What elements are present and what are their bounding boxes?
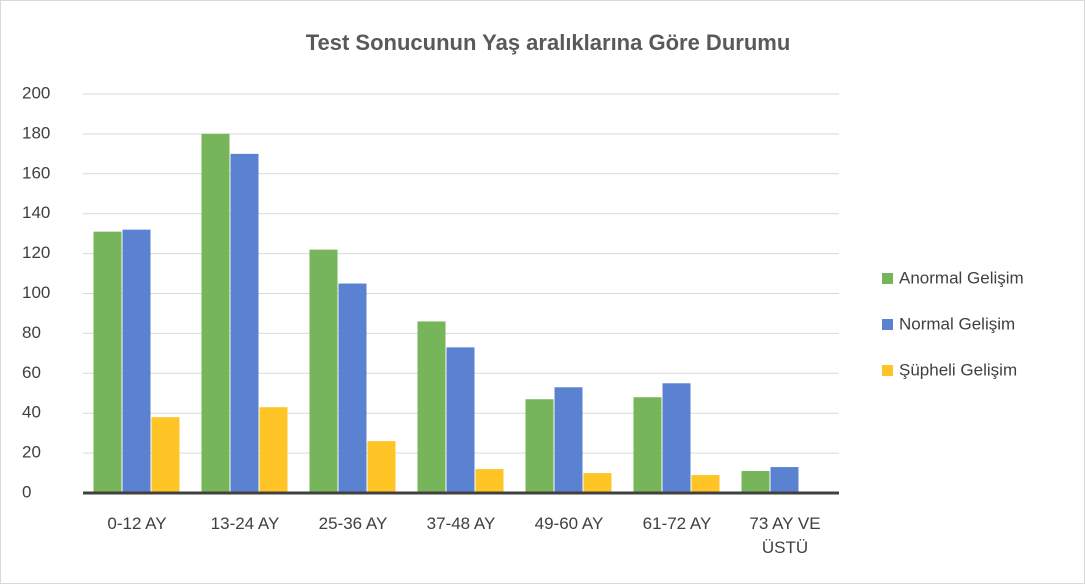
bar [525, 399, 554, 493]
bar [417, 321, 446, 493]
y-tick-label: 60 [22, 363, 41, 382]
bar [201, 133, 230, 493]
bar [338, 283, 367, 493]
chart-title: Test Sonucunun Yaş aralıklarına Göre Dur… [306, 30, 791, 55]
x-tick-label: 37-48 AY [426, 514, 496, 533]
y-tick-label: 80 [22, 323, 41, 342]
y-tick-label: 160 [22, 163, 50, 182]
bar [93, 231, 122, 493]
bar [230, 153, 259, 493]
x-tick-label: 61-72 AY [642, 514, 712, 533]
bar [633, 397, 662, 493]
x-tick-label: 25-36 AY [318, 514, 388, 533]
legend-label: Anormal Gelişim [899, 268, 1024, 287]
x-tick-label: 73 AY VE ÜSTÜ [749, 514, 821, 557]
legend-label: Şüpheli Gelişim [899, 360, 1017, 379]
bar [151, 417, 180, 493]
x-tick-label: 0-12 AY [107, 514, 167, 533]
y-tick-label: 120 [22, 243, 50, 262]
y-tick-label: 40 [22, 403, 41, 422]
x-tick-label: 13-24 AY [210, 514, 280, 533]
y-tick-label: 140 [22, 203, 50, 222]
bar [309, 249, 338, 493]
y-tick-label: 100 [22, 283, 50, 302]
bar [446, 347, 475, 493]
y-tick-label: 20 [22, 443, 41, 462]
y-tick-label: 0 [22, 482, 31, 501]
bar [741, 471, 770, 493]
bar [662, 383, 691, 493]
bar [691, 475, 720, 493]
legend-swatch [882, 319, 893, 330]
bar [554, 387, 583, 493]
legend-swatch [882, 273, 893, 284]
legend-label: Normal Gelişim [899, 314, 1015, 333]
x-tick-label: 49-60 AY [534, 514, 604, 533]
bar [475, 469, 504, 493]
bar [770, 467, 799, 493]
y-tick-label: 200 [22, 83, 50, 102]
bar [122, 229, 151, 493]
legend-swatch [882, 365, 893, 376]
bar [583, 473, 612, 493]
bar [259, 407, 288, 493]
y-tick-label: 180 [22, 123, 50, 142]
bar [367, 441, 396, 493]
